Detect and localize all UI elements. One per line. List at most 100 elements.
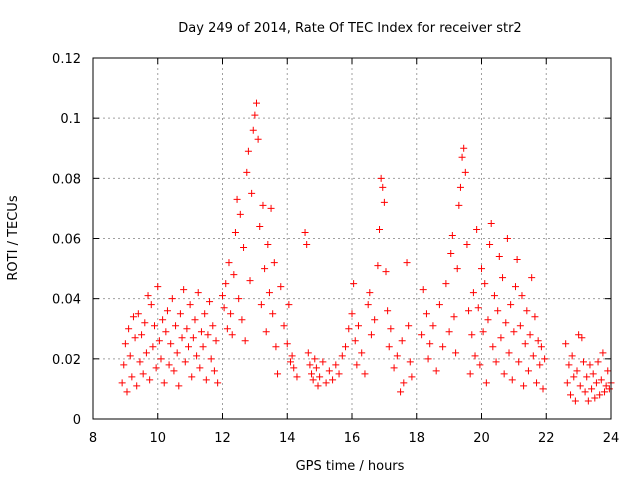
- data-point: [589, 370, 597, 378]
- data-point: [450, 313, 458, 321]
- data-point: [518, 292, 526, 300]
- data-point: [201, 310, 209, 318]
- x-tick-label: 8: [89, 431, 97, 446]
- data-point: [515, 358, 523, 366]
- data-point: [186, 301, 194, 309]
- data-point: [133, 382, 141, 390]
- data-point: [419, 286, 427, 294]
- data-point: [329, 376, 337, 384]
- data-point: [256, 222, 264, 230]
- data-point: [246, 277, 254, 285]
- data-point: [353, 361, 361, 369]
- data-point: [447, 250, 455, 258]
- data-point: [157, 355, 165, 363]
- data-point: [490, 292, 498, 300]
- data-point: [516, 322, 524, 330]
- data-point: [332, 361, 340, 369]
- data-point: [202, 376, 210, 384]
- data-point: [376, 225, 384, 233]
- data-point: [393, 352, 401, 360]
- data-point: [377, 174, 385, 182]
- data-point: [495, 253, 503, 261]
- data-point: [405, 322, 413, 330]
- data-point: [240, 244, 248, 252]
- data-point: [219, 292, 226, 300]
- y-tick-label: 0.12: [52, 52, 81, 67]
- data-point: [118, 379, 126, 387]
- data-point: [257, 301, 265, 309]
- data-point: [160, 379, 168, 387]
- data-point: [508, 376, 516, 384]
- data-point: [474, 304, 482, 312]
- data-point: [280, 322, 288, 330]
- data-point: [170, 367, 178, 375]
- data-point: [507, 301, 515, 309]
- data-point: [539, 385, 547, 393]
- data-point: [537, 343, 545, 351]
- data-point: [494, 307, 502, 315]
- data-point: [526, 331, 534, 339]
- data-point: [591, 394, 599, 402]
- y-tick-label: 0.04: [52, 293, 81, 308]
- data-point: [390, 364, 398, 372]
- data-point: [134, 310, 142, 318]
- data-point: [225, 259, 233, 267]
- data-point: [523, 307, 531, 315]
- data-point: [570, 373, 578, 381]
- data-point: [128, 373, 136, 381]
- data-point: [465, 307, 473, 315]
- data-point: [604, 367, 612, 375]
- data-point: [163, 307, 171, 315]
- data-point: [499, 274, 507, 282]
- data-point: [468, 331, 476, 339]
- x-tick-label: 12: [214, 431, 231, 446]
- data-point: [584, 397, 592, 405]
- data-point: [236, 210, 244, 218]
- data-point: [325, 367, 333, 375]
- data-point: [484, 316, 492, 324]
- data-point: [220, 304, 228, 312]
- x-tick-label: 20: [473, 431, 490, 446]
- data-point: [563, 379, 571, 387]
- data-point: [178, 334, 186, 342]
- data-point: [562, 340, 570, 348]
- data-point: [228, 331, 236, 339]
- data-point: [209, 322, 217, 330]
- data-point: [397, 388, 405, 396]
- data-point: [531, 313, 539, 321]
- data-point: [123, 388, 131, 396]
- data-point: [183, 325, 191, 333]
- data-point: [223, 325, 231, 333]
- data-point: [601, 388, 609, 396]
- y-tick-label: 0.08: [52, 172, 81, 187]
- data-point: [290, 364, 298, 372]
- data-point: [227, 310, 235, 318]
- data-point: [120, 361, 128, 369]
- data-point: [129, 313, 137, 321]
- data-point: [458, 153, 466, 161]
- data-point: [303, 241, 311, 249]
- data-point: [180, 286, 188, 294]
- data-point: [513, 256, 521, 264]
- data-point: [586, 361, 594, 369]
- data-point: [442, 280, 450, 288]
- data-point: [283, 340, 291, 348]
- x-tick-label: 22: [538, 431, 555, 446]
- x-tick-labels: 8 10 12 14 16 18 20 22 24: [89, 431, 619, 446]
- y-tick-label: 0.02: [52, 353, 81, 368]
- x-axis-title: GPS time / hours: [296, 459, 405, 474]
- y-tick-label: 0.1: [60, 112, 81, 127]
- data-point: [461, 168, 469, 176]
- data-point: [139, 370, 147, 378]
- data-point: [380, 198, 388, 206]
- data-point: [288, 352, 296, 360]
- data-point: [524, 367, 532, 375]
- data-point: [264, 241, 272, 249]
- data-point: [571, 397, 579, 405]
- data-point: [259, 201, 267, 209]
- data-point: [361, 370, 369, 378]
- data-point: [406, 358, 414, 366]
- data-point: [432, 367, 440, 375]
